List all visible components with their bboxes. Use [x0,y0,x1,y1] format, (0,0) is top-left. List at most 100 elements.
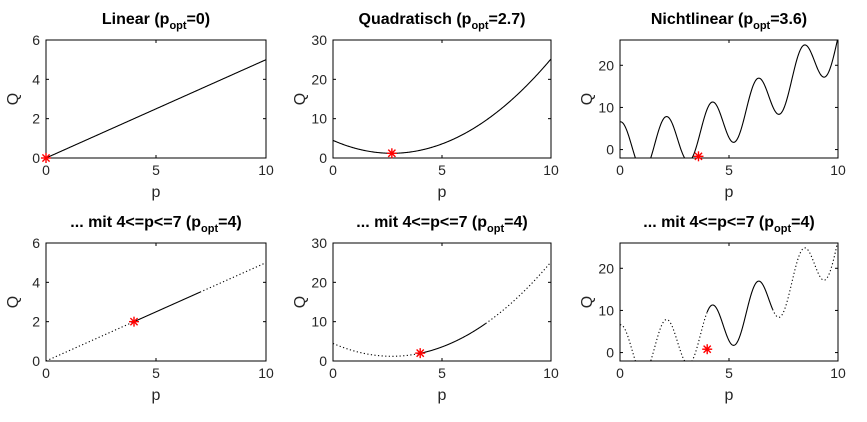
series-line-outside-left [620,311,708,361]
subplot-title: Nichtlinear (popt=3.6) [651,11,807,32]
x-tick-label: 5 [725,365,733,381]
title-subscript: opt [471,20,488,32]
series-line [620,40,838,158]
title-subscript: opt [753,20,770,32]
y-tick-label: 4 [32,71,40,87]
y-tick-label: 0 [32,150,40,166]
plot-area [620,243,838,361]
title-main: ... mit 4<=p<=7 (p [643,214,774,231]
x-tick-label: 10 [830,365,846,381]
x-tick-label: 0 [42,162,50,178]
series-line-constrained [706,280,774,346]
plot-area [333,58,551,154]
y-tick-label: 20 [311,274,327,290]
x-axis-label: p [152,184,161,201]
series-line-outside-left [333,342,421,357]
title-tail: =2.7) [489,11,526,28]
axes-box [332,39,552,159]
title-tail: =4) [504,214,528,231]
y-tick-label: 0 [319,353,327,369]
x-axis-label: p [438,387,447,404]
optimum-marker [415,348,426,359]
y-tick-label: 0 [32,353,40,369]
series-line-outside-right [772,243,838,318]
subplot-title: ... mit 4<=p<=7 (popt=4) [70,214,241,235]
x-tick-label: 0 [42,365,50,381]
axes-box [619,242,839,362]
x-axis-label: p [438,184,447,201]
title-tail: =4) [218,214,242,231]
x-tick-label: 0 [616,365,624,381]
series-line [333,58,551,154]
y-tick-label: 0 [606,142,614,158]
title-main: ... mit 4<=p<=7 (p [70,214,201,231]
optimum-marker [41,153,51,163]
title-main: Linear (p [102,11,170,28]
y-tick-label: 2 [32,314,40,330]
x-axis-label: p [725,387,734,404]
optimum-marker [129,316,139,327]
plot-area [620,40,838,158]
y-tick-label: 6 [32,32,40,48]
axes-box [332,242,552,362]
title-subscript: opt [201,223,218,235]
optimum-marker [693,151,704,162]
y-tick-label: 10 [311,111,327,127]
y-axis-label: Q [5,93,22,105]
title-subscript: opt [774,223,791,235]
axes-box [45,39,267,159]
series-line-outside-left [46,321,135,361]
title-main: ... mit 4<=p<=7 (p [356,214,487,231]
title-subscript: opt [169,20,186,32]
title-main: Nichtlinear (p [651,11,753,28]
x-axis-label: p [152,387,161,404]
title-main: Quadratisch (p [359,11,472,28]
subplot-3: 0 5 10 0 10 20 p Q Nichtlinear (popt=3.6) [579,11,846,201]
x-tick-label: 5 [152,365,160,381]
x-tick-label: 0 [329,162,337,178]
y-axis-label: Q [579,296,596,308]
x-tick-label: 0 [329,365,337,381]
series-line-outside-right [199,262,266,293]
subplot-title: ... mit 4<=p<=7 (popt=4) [643,214,814,235]
y-axis-label: Q [292,93,309,105]
x-tick-label: 10 [543,162,559,178]
y-axis-label: Q [5,296,22,308]
x-tick-label: 10 [830,162,846,178]
x-tick-label: 5 [438,365,446,381]
title-subscript: opt [487,223,504,235]
x-tick-label: 5 [438,162,446,178]
y-tick-label: 2 [32,111,40,127]
x-tick-label: 10 [543,365,559,381]
subplot-5: 0 5 10 0 10 20 30 p Q ... mit 4<=p<=7 (popt=4) [292,214,559,404]
y-tick-label: 20 [598,57,614,73]
optimum-marker [386,148,397,159]
y-tick-label: 20 [598,260,614,276]
axes-box [619,39,839,159]
y-axis-label: Q [579,93,596,105]
y-tick-label: 6 [32,235,40,251]
plot-area [333,261,551,357]
subplot-title: Quadratisch (popt=2.7) [359,11,526,32]
y-tick-label: 4 [32,274,40,290]
subplot-4: 0 5 10 0 2 4 6 p Q ... mit 4<=p<=7 (popt=4) [5,214,274,404]
x-tick-label: 10 [258,162,274,178]
subplot-6: 0 5 10 0 10 20 p Q ... mit 4<=p<=7 (popt=4) [579,214,846,404]
x-tick-label: 10 [258,365,274,381]
y-tick-label: 10 [311,314,327,330]
series-line [46,59,266,158]
y-tick-label: 0 [319,150,327,166]
y-axis-label: Q [292,296,309,308]
x-axis-label: p [725,184,734,201]
title-tail: =3.6) [770,11,807,28]
y-tick-label: 30 [311,235,327,251]
subplot-title: ... mit 4<=p<=7 (popt=4) [356,214,527,235]
axes-box [45,242,267,362]
x-tick-label: 0 [616,162,624,178]
plot-area [46,59,266,158]
series-line-constrained [420,323,486,354]
y-tick-label: 30 [311,32,327,48]
y-tick-label: 20 [311,71,327,87]
subplot-title: Linear (popt=0) [102,11,210,32]
